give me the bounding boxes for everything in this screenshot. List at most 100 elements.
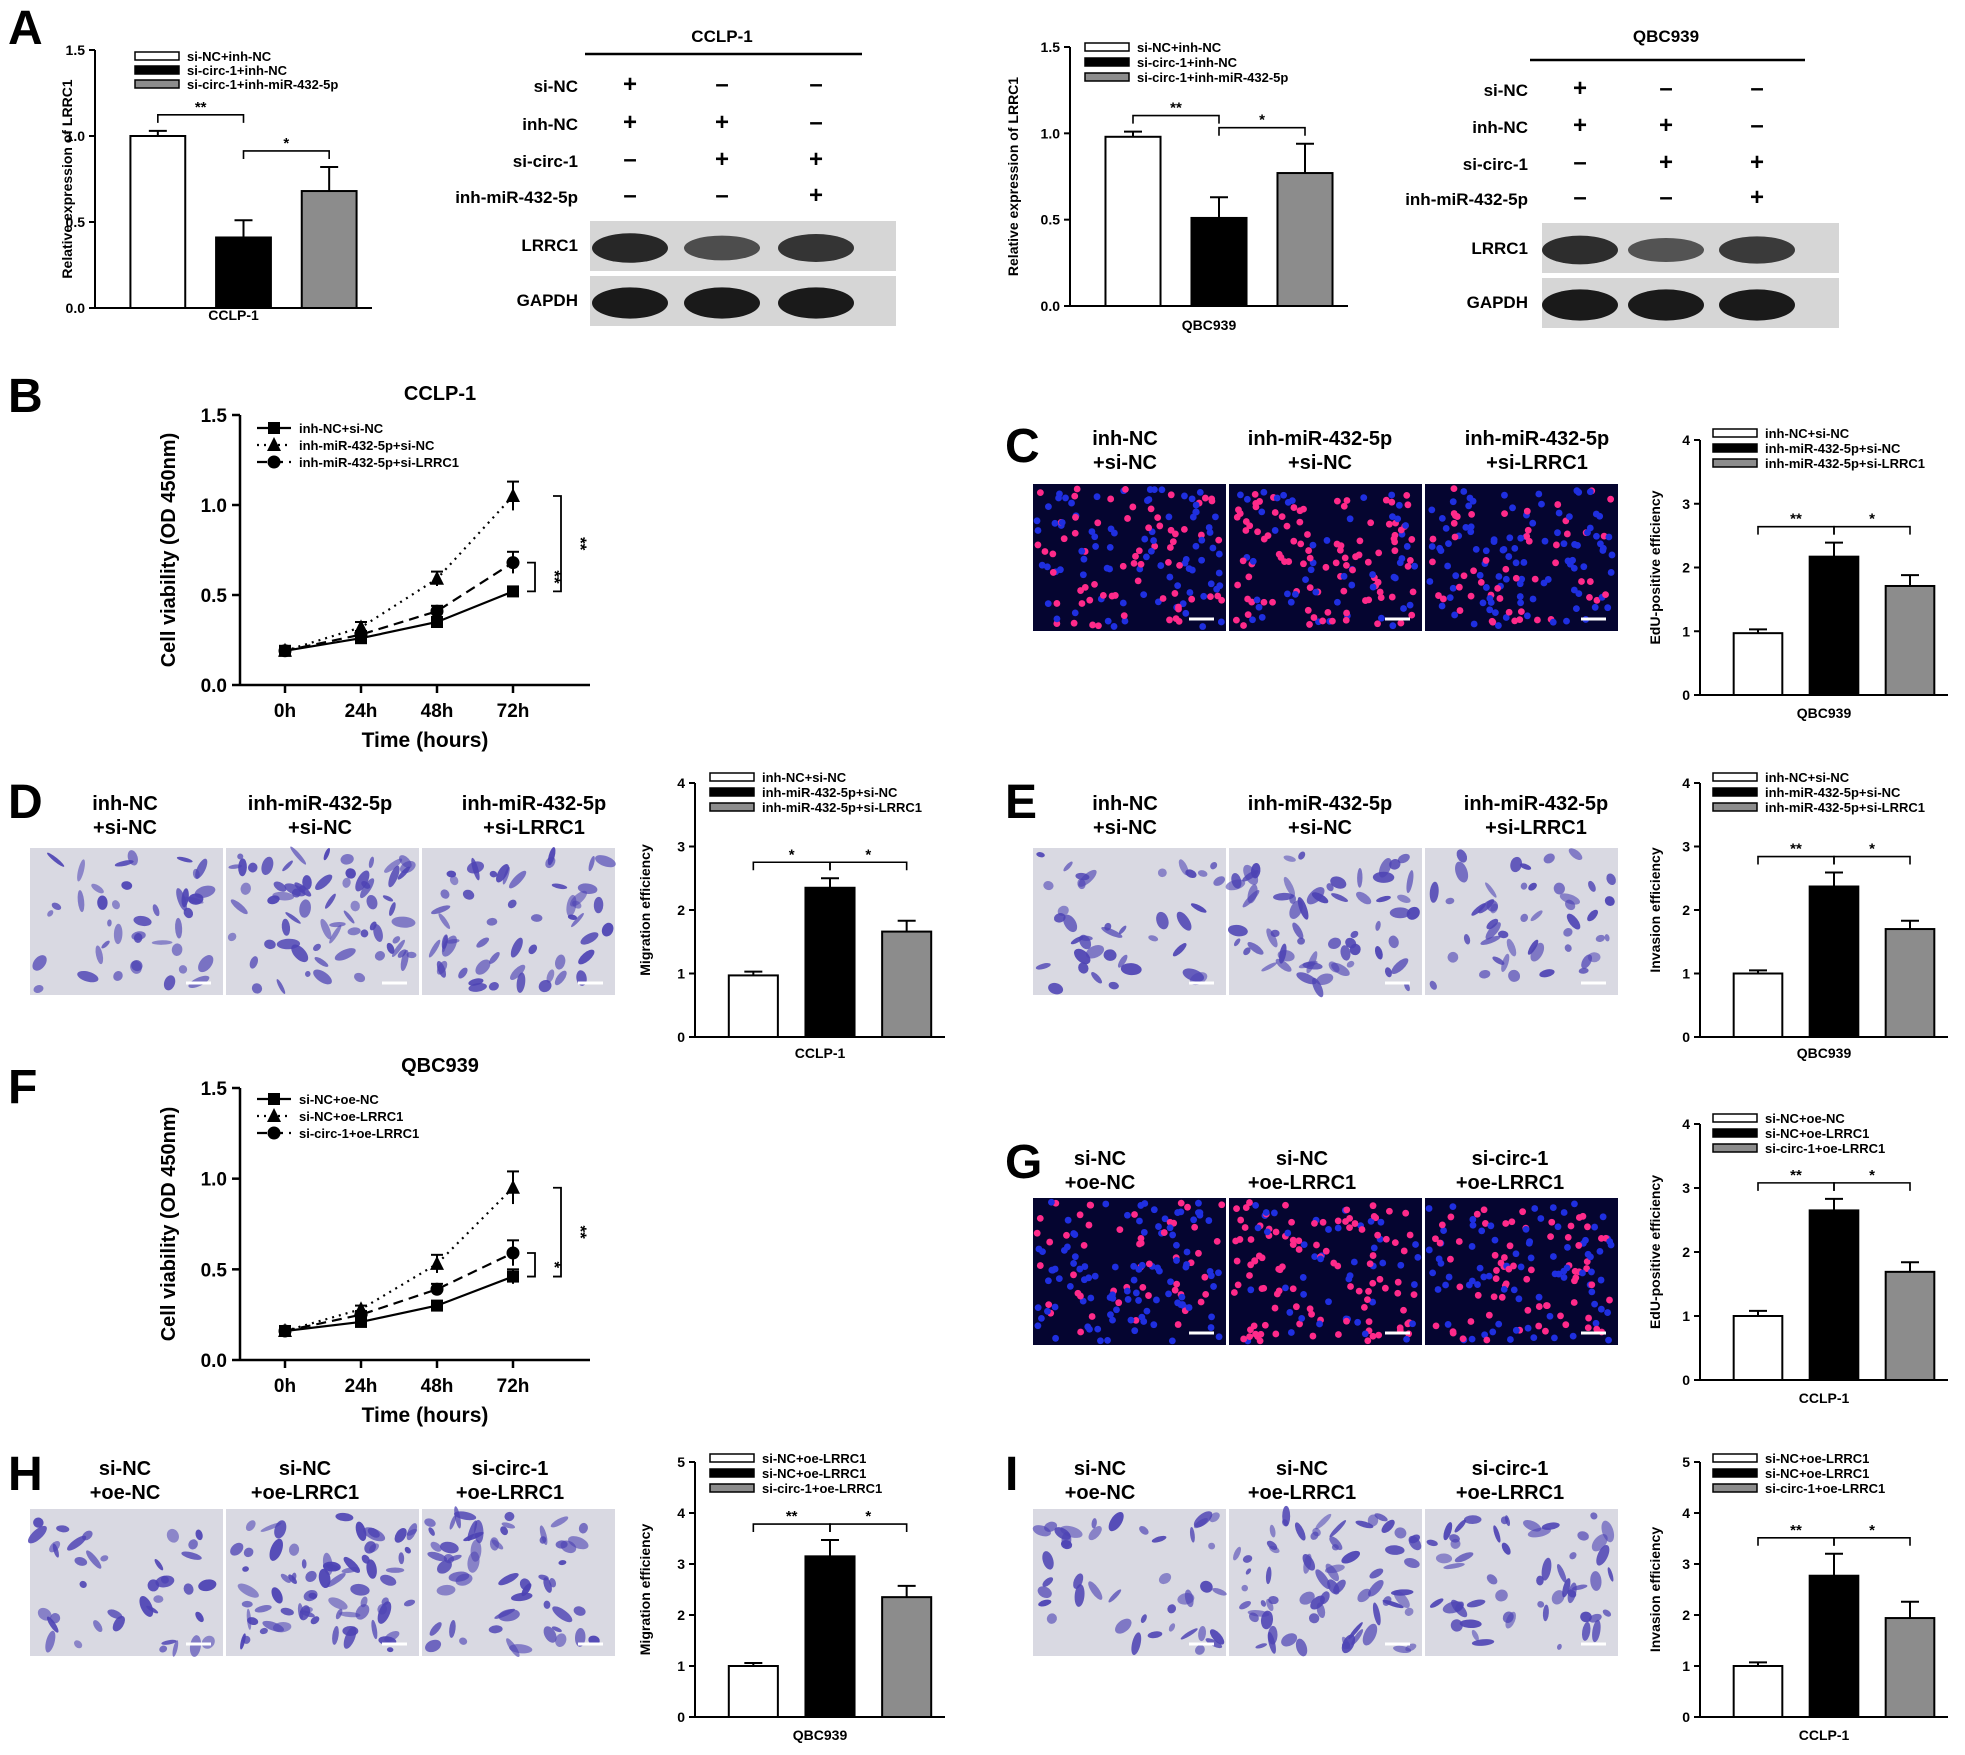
stained-cell bbox=[1528, 882, 1537, 891]
cell-nucleus bbox=[1378, 614, 1385, 622]
cell-nucleus bbox=[1135, 1297, 1142, 1304]
marker-circle bbox=[354, 1308, 368, 1322]
cell-nucleus bbox=[1285, 558, 1293, 565]
stained-cell bbox=[1568, 848, 1583, 860]
cell-nucleus bbox=[1145, 1260, 1153, 1268]
cell-nucleus bbox=[1391, 1239, 1399, 1247]
bar bbox=[1190, 216, 1248, 307]
legend-swatch bbox=[709, 802, 755, 812]
stained-cell bbox=[1197, 870, 1208, 877]
cell-nucleus bbox=[1251, 490, 1259, 498]
stained-cell bbox=[1455, 861, 1469, 883]
stained-cell bbox=[1493, 1525, 1501, 1543]
stained-cell bbox=[305, 1570, 317, 1582]
stained-cell bbox=[1506, 938, 1517, 957]
stained-cell bbox=[1315, 1513, 1332, 1530]
cell-nucleus bbox=[1467, 528, 1475, 536]
stained-cell bbox=[1406, 870, 1414, 894]
cell-nucleus bbox=[1166, 616, 1173, 624]
micrograph-panel bbox=[226, 846, 419, 995]
cell-nucleus bbox=[1034, 527, 1042, 534]
stained-cell bbox=[1283, 876, 1296, 897]
stained-cell bbox=[1298, 851, 1306, 860]
cell-nucleus bbox=[1167, 1278, 1174, 1286]
stained-cell bbox=[1131, 1632, 1142, 1656]
cell-nucleus bbox=[1215, 1333, 1223, 1341]
stained-cell bbox=[588, 856, 595, 872]
stained-cell bbox=[374, 951, 385, 961]
cell-nucleus bbox=[1452, 572, 1460, 580]
stained-cell bbox=[399, 860, 416, 874]
treatment-sign: + bbox=[1659, 112, 1673, 139]
stained-cell bbox=[1315, 1569, 1331, 1590]
cell-nucleus bbox=[1258, 613, 1266, 621]
bar bbox=[881, 1596, 933, 1719]
stained-cell bbox=[1167, 1604, 1177, 1614]
stained-cell bbox=[580, 932, 599, 945]
cell-nucleus bbox=[1348, 581, 1356, 589]
stained-cell bbox=[154, 1558, 164, 1571]
stained-cell bbox=[471, 857, 480, 881]
cell-nucleus bbox=[1550, 1334, 1558, 1342]
stained-cell bbox=[406, 1523, 418, 1541]
stained-cell bbox=[389, 902, 396, 917]
cell-nucleus bbox=[1104, 1336, 1111, 1344]
cell-nucleus bbox=[1554, 1223, 1562, 1231]
cell-nucleus bbox=[1351, 1220, 1359, 1227]
y-axis-label: Relative expression of LRRC1 bbox=[1005, 77, 1021, 276]
condition-label: +oe-LRRC1 bbox=[1456, 1172, 1564, 1194]
stained-cell bbox=[595, 855, 616, 868]
stained-cell bbox=[560, 1540, 577, 1554]
cell-nucleus bbox=[1588, 1281, 1596, 1289]
cell-nucleus bbox=[1529, 595, 1537, 603]
cell-nucleus bbox=[1302, 576, 1309, 584]
marker-circle bbox=[267, 1126, 281, 1140]
stained-cell bbox=[178, 965, 188, 974]
cell-nucleus bbox=[1192, 508, 1200, 516]
stained-cell bbox=[52, 1543, 59, 1558]
stained-cell bbox=[113, 970, 123, 981]
cell-nucleus bbox=[1428, 506, 1436, 514]
stained-cell bbox=[272, 1622, 292, 1633]
stained-cell bbox=[384, 858, 403, 873]
cell-nucleus bbox=[1323, 537, 1331, 544]
cell-nucleus bbox=[1571, 1200, 1578, 1208]
cell-nucleus bbox=[1046, 1238, 1054, 1246]
marker-square bbox=[268, 422, 280, 434]
stained-cell bbox=[1043, 881, 1054, 891]
condition-label: inh-miR-432-5p bbox=[248, 793, 392, 815]
cell-nucleus bbox=[1428, 543, 1436, 550]
cell-nucleus bbox=[1292, 1303, 1300, 1311]
stained-cell bbox=[1147, 1631, 1163, 1639]
marker-square bbox=[268, 1093, 280, 1105]
stained-cell bbox=[1247, 942, 1264, 955]
cell-nucleus bbox=[1406, 601, 1414, 609]
stained-cell bbox=[1341, 1550, 1361, 1564]
stained-cell bbox=[161, 1639, 177, 1645]
stained-cell bbox=[1372, 1602, 1381, 1626]
legend-swatch bbox=[1712, 802, 1758, 812]
stained-cell bbox=[47, 852, 65, 867]
cell-nucleus bbox=[1435, 592, 1442, 599]
stained-cell bbox=[107, 1609, 123, 1619]
cell-nucleus bbox=[1524, 526, 1532, 534]
stained-cell bbox=[1375, 920, 1381, 931]
cell-nucleus bbox=[1165, 513, 1173, 521]
stained-cell bbox=[1046, 1613, 1057, 1624]
y-tick-label: 3 bbox=[677, 839, 685, 855]
cell-nucleus bbox=[1524, 1324, 1532, 1332]
cell-nucleus bbox=[1174, 582, 1182, 590]
stained-cell bbox=[1042, 1551, 1054, 1570]
condition-label: +si-LRRC1 bbox=[483, 817, 585, 839]
cell-nucleus bbox=[1345, 1275, 1353, 1283]
treatment-sign: + bbox=[623, 109, 637, 136]
y-axis-label: Relative expression of LRRC1 bbox=[59, 79, 75, 278]
cell-nucleus bbox=[1202, 1290, 1210, 1298]
cell-nucleus bbox=[1120, 612, 1128, 620]
cell-nucleus bbox=[1468, 1243, 1476, 1250]
cell-nucleus bbox=[1177, 1208, 1185, 1216]
marker-circle bbox=[506, 1246, 520, 1260]
cell-nucleus bbox=[1460, 488, 1468, 495]
cell-nucleus bbox=[1429, 535, 1437, 543]
cell-nucleus bbox=[1510, 1286, 1518, 1294]
